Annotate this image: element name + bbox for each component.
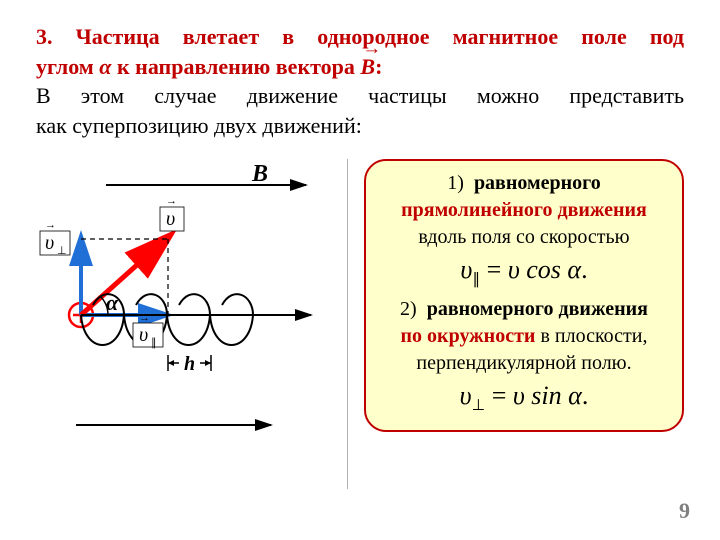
title-line2: углом α к направлению вектора →B: xyxy=(36,52,684,82)
item2-bold: равномерного движения xyxy=(427,298,648,320)
svg-text:⊥: ⊥ xyxy=(57,245,67,257)
f2-sub: ⊥ xyxy=(472,398,486,415)
title-line1: 3. Частица влетает в однородное магнитно… xyxy=(36,22,684,52)
item1-tail: вдоль поля со скоростью xyxy=(374,225,674,250)
item1-num: 1) xyxy=(447,172,464,194)
f1-rhs: υ cos α xyxy=(508,255,581,284)
item1-line1: 1) равномерного xyxy=(374,171,674,196)
svg-text:B: B xyxy=(251,165,268,187)
left-column: B → xyxy=(36,159,347,489)
body-line1: В этом случае движение частицы можно пре… xyxy=(36,81,684,111)
svg-text:→: → xyxy=(139,312,150,324)
item2-line2: по окружности в плоскости, xyxy=(374,324,674,349)
item2-line1: 2) равномерного движения xyxy=(374,297,674,322)
columns: B → xyxy=(36,159,684,489)
svg-text:α: α xyxy=(106,290,119,315)
f2-rhs: υ sin α xyxy=(513,381,582,410)
svg-text:→: → xyxy=(45,219,56,231)
title-prefix: углом xyxy=(36,54,99,79)
item2-formula: υ⊥ = υ sin α. xyxy=(374,380,674,416)
svg-text:υ: υ xyxy=(139,324,148,346)
f1-eq: = xyxy=(480,255,508,284)
helix-diagram: B → xyxy=(36,165,326,465)
svg-text:υ: υ xyxy=(45,232,54,254)
svg-text:h: h xyxy=(184,353,195,375)
f1-sub: ∥ xyxy=(472,271,480,288)
item1-formula: υ∥ = υ cos α. xyxy=(374,254,674,290)
svg-text:→: → xyxy=(166,195,177,207)
f1-lhs: υ xyxy=(460,255,472,284)
svg-text:υ: υ xyxy=(166,208,175,230)
right-column: 1) равномерного прямолинейного движения … xyxy=(348,159,684,489)
item1-bold: равномерного xyxy=(474,172,601,194)
item2-num: 2) xyxy=(400,298,417,320)
alpha-symbol: α xyxy=(99,54,111,79)
svg-text:→: → xyxy=(252,165,266,168)
title-mid: к направлению вектора xyxy=(111,54,360,79)
f1-dot: . xyxy=(581,255,588,284)
f2-dot: . xyxy=(582,381,589,410)
item2-tail2: перпендикулярной полю. xyxy=(374,351,674,376)
f2-eq: = xyxy=(485,381,513,410)
f2-lhs: υ xyxy=(460,381,472,410)
body-line2: как суперпозицию двух движений: xyxy=(36,111,684,141)
item2-red: по окружности xyxy=(401,325,536,347)
page-number: 9 xyxy=(679,498,690,524)
svg-text:∥: ∥ xyxy=(151,337,157,349)
item2-tail1: в плоскости, xyxy=(535,325,647,347)
info-box: 1) равномерного прямолинейного движения … xyxy=(364,159,684,432)
item1-red: прямолинейного движения xyxy=(374,198,674,223)
title-block: 3. Частица влетает в однородное магнитно… xyxy=(36,22,684,81)
vector-arrow-icon: → xyxy=(362,36,381,61)
